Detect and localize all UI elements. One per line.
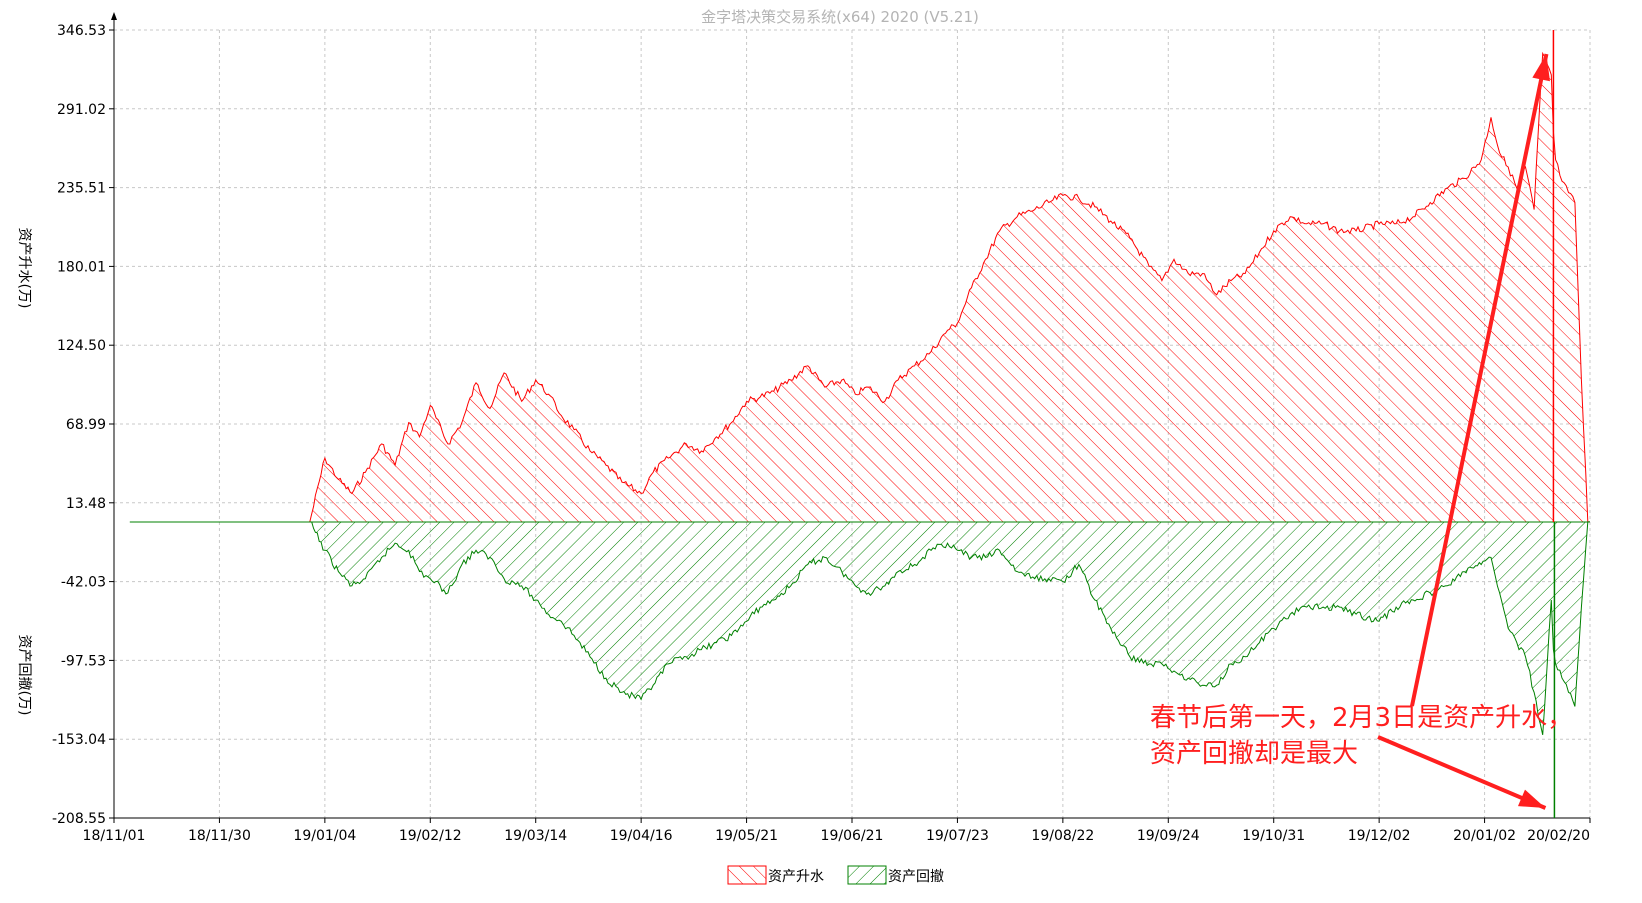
x-tick-label: 20/02/20	[1527, 828, 1590, 844]
x-tick-label: 20/01/02	[1453, 828, 1516, 844]
ylabel-top: 资产升水(万)	[16, 228, 32, 309]
legend-swatch-down	[847, 865, 887, 885]
x-tick-label: 19/09/24	[1137, 828, 1200, 844]
y-tick-label: -208.55	[52, 811, 106, 827]
axes	[109, 12, 1591, 823]
legend-label-down: 资产回撤	[888, 869, 944, 885]
y-tick-label: 124.50	[57, 338, 106, 354]
y-tick-label: 235.51	[57, 181, 106, 197]
x-tick-label: 19/02/12	[399, 828, 462, 844]
ylabel-bottom: 资产回撤(万)	[16, 635, 32, 716]
y-tick-labels: 346.53 291.02 235.51 180.01 124.50 68.99 13.48…	[52, 23, 106, 827]
x-tick-labels: 18/11/01 18/11/30 19/01/04 19/02/12 19/03/14…	[83, 828, 1590, 844]
annotation-arrow-down-head	[1517, 789, 1546, 808]
annotation-layer: 春节后第一天，2月3日是资产升水， 资产回撤却是最大	[1150, 53, 1573, 810]
series-layer	[129, 30, 1590, 818]
y-tick-label: 346.53	[57, 23, 106, 39]
series-up-line	[309, 51, 1590, 523]
x-tick-label: 19/07/23	[926, 828, 989, 844]
y-tick-label: -42.03	[61, 575, 106, 591]
annotation-line-2: 资产回撤却是最大	[1150, 739, 1358, 769]
y-tick-label: -97.53	[61, 653, 106, 669]
x-tick-label: 18/11/01	[83, 828, 146, 844]
x-tick-label: 19/12/02	[1348, 828, 1411, 844]
y-tick-label: 291.02	[57, 102, 106, 118]
annotation-arrow-down-shaft	[1377, 735, 1547, 810]
x-tick-label: 19/01/04	[293, 828, 356, 844]
y-tick-label: -153.04	[52, 732, 106, 748]
x-tick-label: 19/06/21	[821, 828, 884, 844]
y-axis-arrow	[111, 12, 117, 20]
x-tick-label: 18/11/30	[188, 828, 251, 844]
annotation-arrow-up-shaft	[1410, 53, 1549, 707]
y-tick-label: 68.99	[66, 417, 106, 433]
x-tick-label: 19/10/31	[1242, 828, 1305, 844]
y-tick-label: 13.48	[66, 496, 106, 512]
legend-swatch-up	[727, 865, 767, 885]
series-up-area	[309, 53, 1590, 522]
x-tick-label: 19/03/14	[504, 828, 567, 844]
series-down-area	[309, 521, 1590, 735]
y-tick-label: 180.01	[57, 259, 106, 275]
legend-label-up: 资产升水	[768, 869, 824, 885]
legend: 资产升水 资产回撤	[727, 865, 944, 885]
window-title: 金字塔决策交易系统(x64) 2020 (V5.21)	[701, 8, 979, 26]
annotation-arrow-up-head	[1532, 54, 1550, 82]
x-tick-label: 19/08/22	[1031, 828, 1094, 844]
annotation-line-1: 春节后第一天，2月3日是资产升水，	[1150, 703, 1573, 733]
x-tick-label: 19/04/16	[610, 828, 673, 844]
x-tick-label: 19/05/21	[715, 828, 778, 844]
series-down-line	[309, 521, 1590, 736]
